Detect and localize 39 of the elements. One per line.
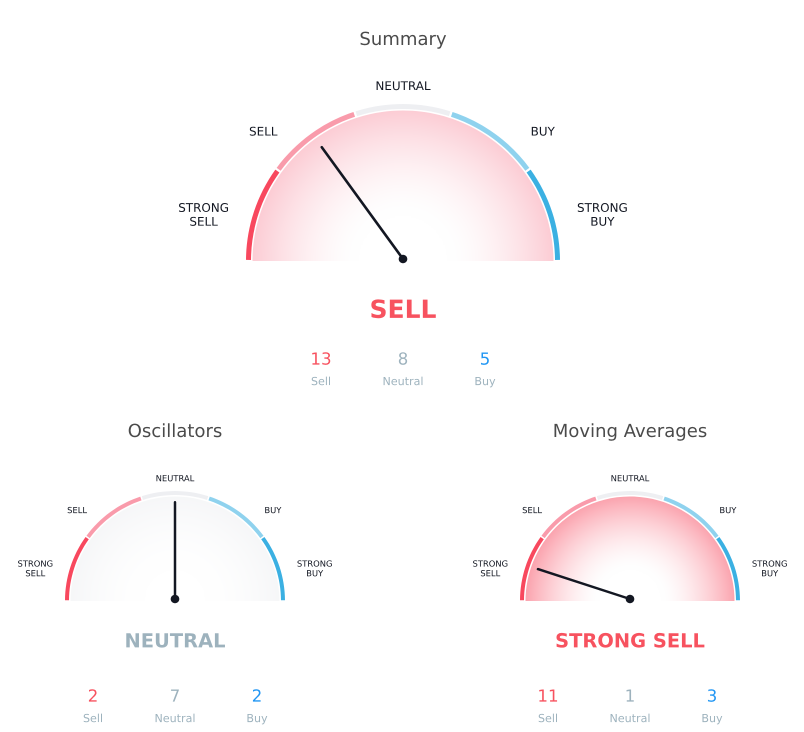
slice-label: STRONG SELL (18, 560, 52, 576)
chart-title: Moving Averages (554, 423, 706, 441)
text: 2 (252, 689, 261, 702)
slice-label: NEUTRAL (376, 81, 431, 90)
text: 3 (708, 689, 716, 702)
text: 2 (88, 689, 97, 702)
chart-title: Summary (360, 32, 446, 49)
slice-label: STRONG SELL (179, 202, 228, 226)
text: Sell (312, 376, 330, 386)
text: Buy (475, 376, 496, 388)
text: 7 (171, 689, 179, 702)
text: Sell (538, 714, 557, 722)
chart-title: Oscillators (128, 423, 222, 438)
text: Sell (84, 714, 102, 722)
text: Neutral (384, 376, 422, 386)
text: Neutral (610, 714, 650, 722)
text: 8 (398, 352, 408, 365)
slice-label: STRONG BUY (752, 560, 787, 576)
text: 13 (312, 352, 330, 365)
text: 1 (626, 689, 634, 702)
slice-label: STRONG BUY (578, 202, 627, 226)
text: Buy (247, 714, 268, 724)
text: NEUTRAL (126, 633, 225, 648)
text: 5 (480, 352, 489, 365)
slice-label: STRONG SELL (473, 560, 508, 576)
slice-label: NEUTRAL (156, 475, 194, 482)
slice-label: BUY (720, 507, 736, 514)
slice-label: SELL (250, 126, 278, 136)
slice-label: SELL (522, 506, 542, 514)
text: STRONG SELL (556, 632, 704, 648)
text: SELL (371, 299, 436, 318)
slice-label: BUY (532, 126, 555, 136)
slice-label: BUY (265, 507, 282, 514)
slice-label: SELL (68, 506, 88, 514)
text: Buy (702, 714, 722, 724)
slice-label: NEUTRAL (611, 475, 650, 482)
slice-label: STRONG BUY (297, 560, 332, 576)
text: 11 (539, 689, 558, 702)
text: Neutral (156, 714, 194, 722)
